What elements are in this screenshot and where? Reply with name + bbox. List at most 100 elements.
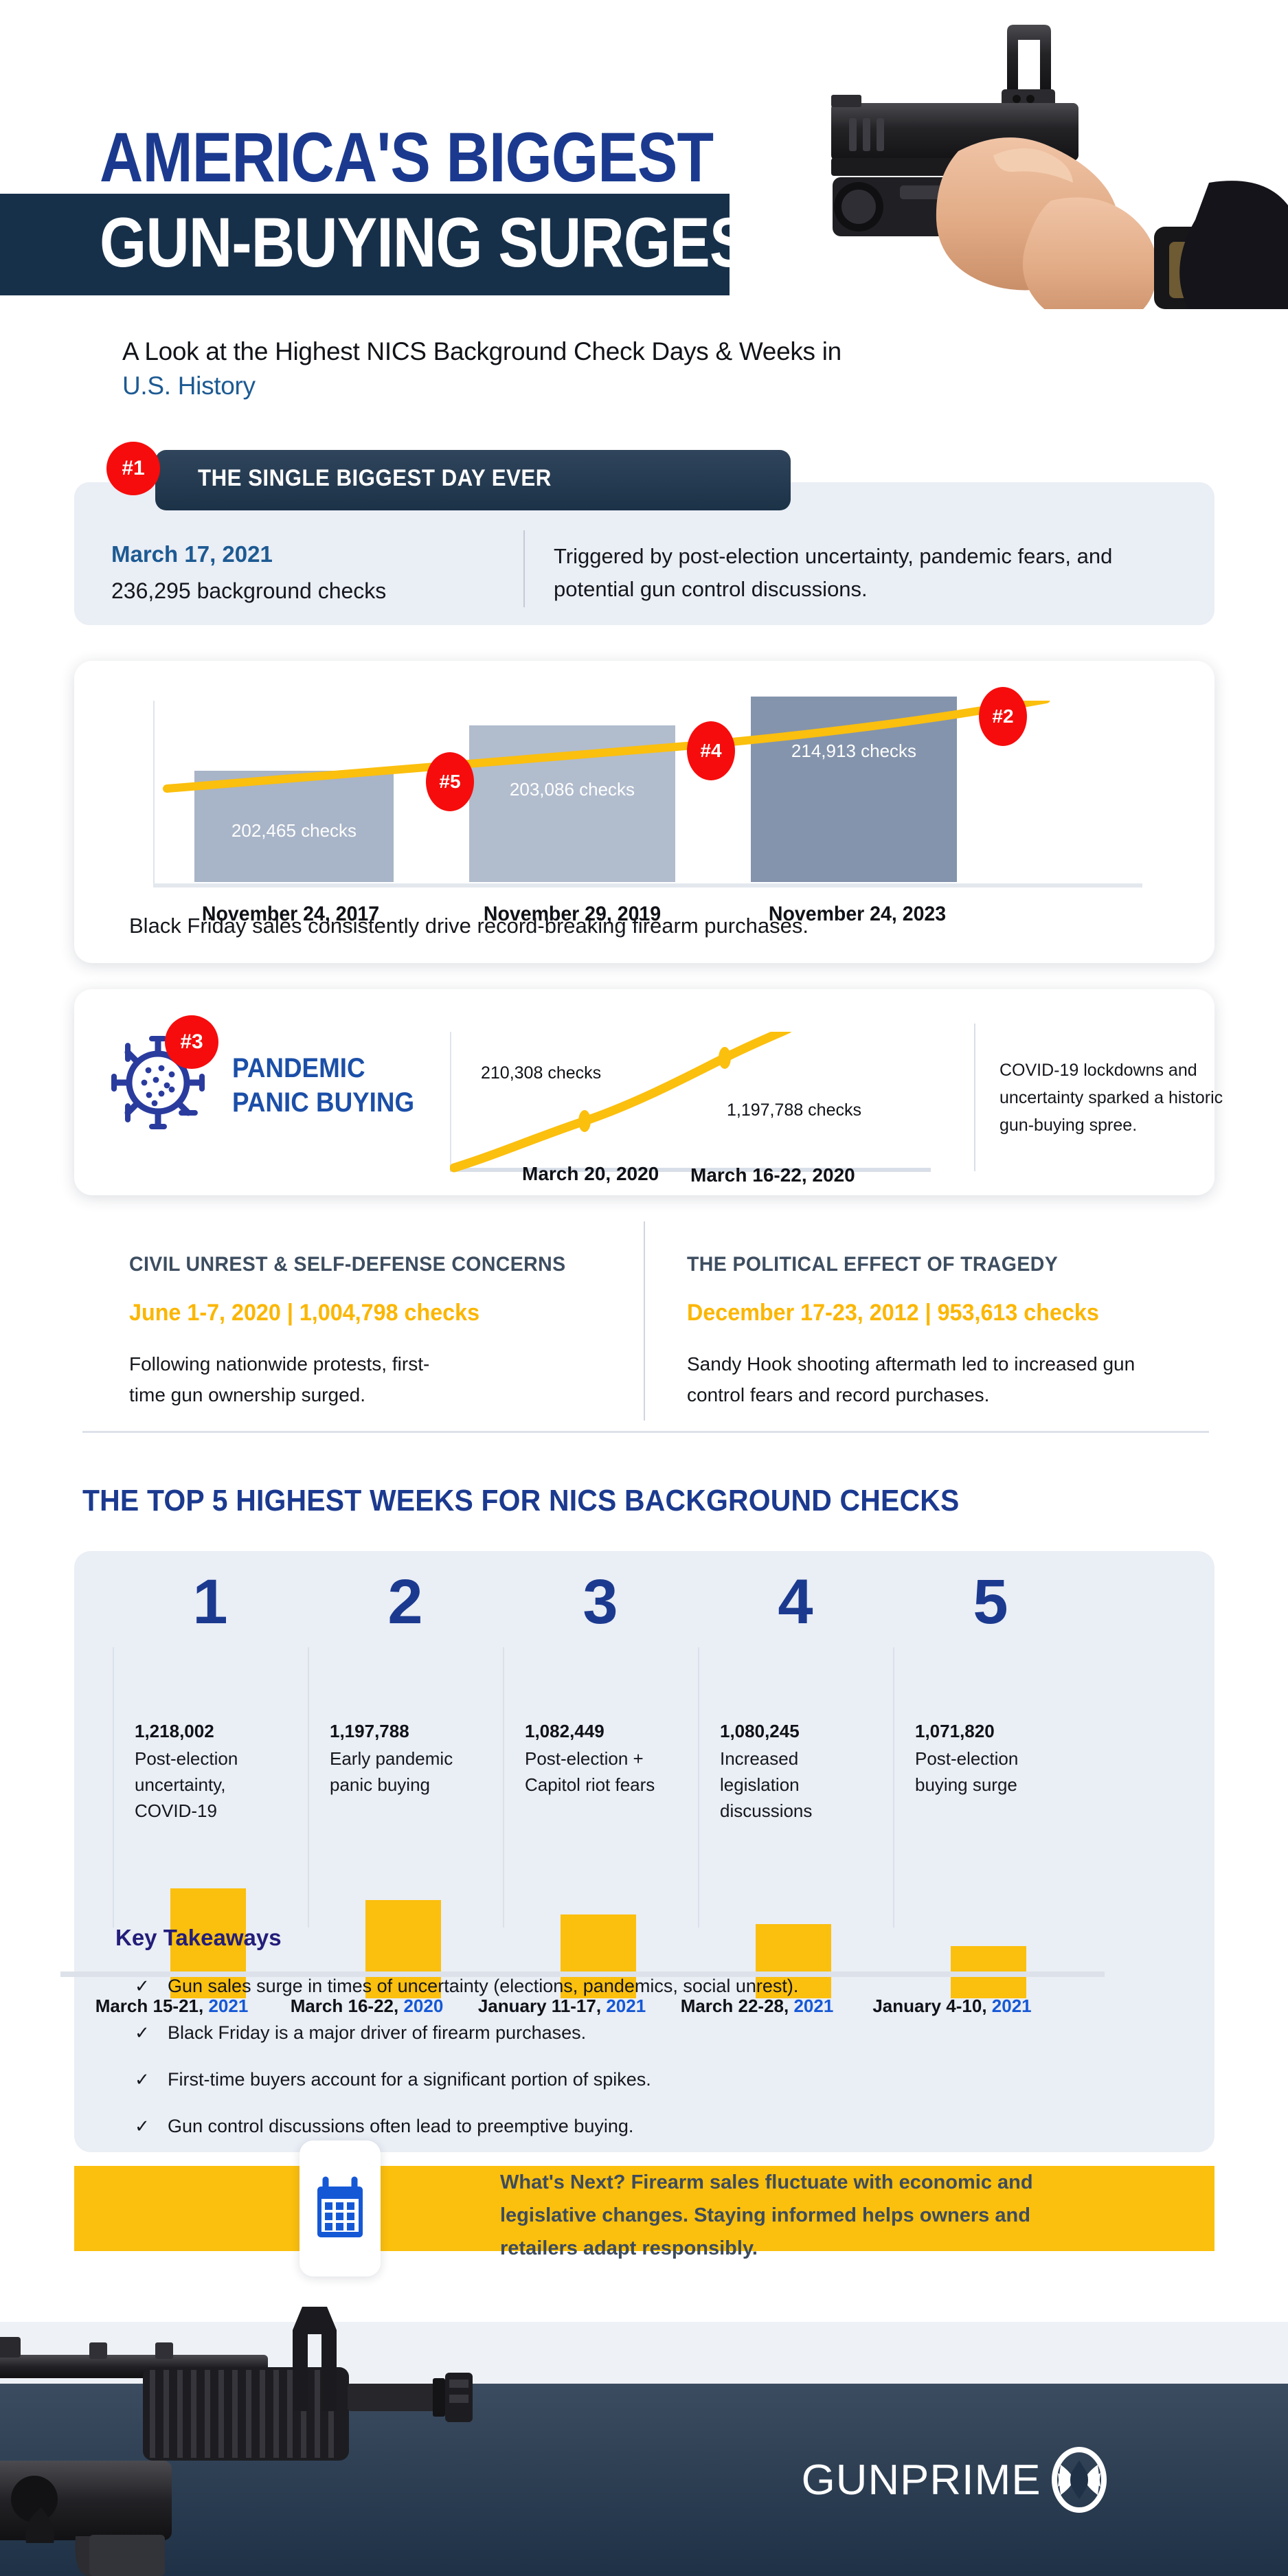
bar-label-2023: 214,913 checks xyxy=(791,741,917,761)
top5-column-5: 5 1,071,820 Post-election buying surge xyxy=(893,1551,1088,2152)
top5-bar-2 xyxy=(365,1900,441,1998)
whats-next-icon-box xyxy=(300,2140,381,2276)
footer-brand-text: GUNPRIME xyxy=(801,2456,1041,2504)
bar-2017: 202,465 checks xyxy=(194,771,394,882)
page-title-line-1: AMERICA'S BIGGEST xyxy=(100,118,714,196)
rank-badge-2: #2 xyxy=(979,687,1027,746)
bar-xlabel-2019: November 29, 2019 xyxy=(483,903,662,925)
bar-xlabel-2017: November 24, 2017 xyxy=(201,903,380,925)
top5-bar-4 xyxy=(756,1924,831,1998)
top5-title: THE TOP 5 HIGHEST WEEKS FOR NICS BACKGRO… xyxy=(82,1484,960,1517)
rank-badge-1: #1 xyxy=(106,442,160,495)
political-effect-stat: December 17-23, 2012 | 953,613 checks xyxy=(687,1300,1099,1326)
top5-date-2: March 16-22, 2020 xyxy=(269,1996,464,2017)
top5-bar-3 xyxy=(561,1914,636,1998)
top5-separator-2 xyxy=(308,1647,309,1928)
top5-date-year-2: 2020 xyxy=(403,1996,444,2016)
top5-separator-3 xyxy=(503,1647,504,1928)
two-column-divider xyxy=(644,1221,645,1421)
check-icon: ✓ xyxy=(135,1976,150,1996)
top5-date-year-1: 2021 xyxy=(208,1996,249,2016)
political-effect-body-line-2: control fears and record purchases. xyxy=(687,1384,990,1405)
whats-next-line-1: What's Next? Firearm sales fluctuate wit… xyxy=(500,2171,1033,2193)
top5-date-month-5: January 4-10, xyxy=(872,1996,987,2016)
top5-date-1: March 15-21, 2021 xyxy=(74,1996,269,2017)
top5-date-year-3: 2021 xyxy=(606,1996,646,2016)
top5-number-3: 1,082,449 xyxy=(525,1721,605,1741)
rank-badge-5: #5 xyxy=(426,752,474,811)
political-effect-body: Sandy Hook shooting aftermath led to inc… xyxy=(687,1348,1209,1410)
key-takeaways-title: Key Takeaways xyxy=(115,1925,282,1950)
top5-desc-2: Early pandemic panic buying xyxy=(330,1748,453,1795)
pandemic-x-axis xyxy=(450,1168,931,1172)
key-takeaway-text-3: First-time buyers account for a signific… xyxy=(168,2069,651,2090)
hero-section: AMERICA'S BIGGEST GUN-BUYING SURGES xyxy=(0,0,1288,323)
subtitle-text: A Look at the Highest NICS Background Ch… xyxy=(122,337,841,365)
pandemic-description: COVID-19 lockdowns and uncertainty spark… xyxy=(999,1061,1223,1135)
top5-column-4: 4 1,080,245 Increased legislation discus… xyxy=(698,1551,893,2152)
top5-rank-4: 4 xyxy=(778,1567,813,1637)
biggest-day-checks: 236,295 background checks xyxy=(111,578,387,603)
pandemic-title: PANDEMIC PANIC BUYING xyxy=(232,1051,414,1120)
top5-rank-2: 2 xyxy=(387,1567,423,1637)
gunprime-target-icon xyxy=(1052,2447,1107,2513)
page-title-line-2: GUN-BUYING SURGES xyxy=(100,203,749,282)
top5-rank-1: 1 xyxy=(192,1567,228,1637)
top5-number-4: 1,080,245 xyxy=(720,1721,800,1741)
black-friday-trend-line xyxy=(163,701,1050,793)
pandemic-trend-line xyxy=(450,1032,792,1173)
rifle-photo xyxy=(0,2307,473,2576)
civil-unrest-body-line-2: time gun ownership surged. xyxy=(129,1384,365,1405)
bar-label-2017: 202,465 checks xyxy=(231,820,357,841)
top5-desc-4: Increased legislation discussions xyxy=(720,1748,813,1821)
civil-unrest-body: Following nationwide protests, first- ti… xyxy=(129,1348,569,1410)
section-rule xyxy=(82,1431,1209,1433)
top5-number-5: 1,071,820 xyxy=(915,1721,995,1741)
key-takeaway-text-1: Gun sales surge in times of uncertainty … xyxy=(168,1976,799,1996)
pandemic-divider xyxy=(974,1024,975,1171)
civil-unrest-body-line-1: Following nationwide protests, first- xyxy=(129,1353,430,1375)
top5-desc-1: Post-election uncertainty, COVID-19 xyxy=(135,1748,238,1821)
pandemic-label-week: March 16-22, 2020 xyxy=(690,1164,855,1186)
top5-separator-5 xyxy=(893,1647,894,1928)
black-friday-chart: 202,465 checks 203,086 checks 214,913 ch… xyxy=(153,697,1142,888)
top5-column-2: 2 1,197,788 Early pandemic panic buying xyxy=(308,1551,503,2152)
top5-separator-1 xyxy=(113,1647,114,1928)
page-subtitle: A Look at the Highest NICS Background Ch… xyxy=(122,335,878,403)
bar-label-2019: 203,086 checks xyxy=(509,779,635,800)
top5-date-month-2: March 16-22, xyxy=(290,1996,399,2016)
footer-brand: GUNPRIME xyxy=(801,2447,1107,2513)
pandemic-title-line-1: PANDEMIC xyxy=(232,1053,365,1083)
biggest-day-header-bar: THE SINGLE BIGGEST DAY EVER xyxy=(155,450,791,510)
whats-next-line-3: retailers adapt responsibly. xyxy=(500,2237,758,2259)
biggest-day-header-label: THE SINGLE BIGGEST DAY EVER xyxy=(198,465,552,491)
key-takeaway-text-4: Gun control discussions often lead to pr… xyxy=(168,2116,634,2136)
top5-panel: 1 1,218,002 Post-election uncertainty, C… xyxy=(74,1551,1214,2152)
top5-date-4: March 22-28, 2021 xyxy=(659,1996,855,2017)
rank-badge-4: #4 xyxy=(687,721,735,780)
pandemic-chart xyxy=(450,1032,958,1173)
pandemic-card xyxy=(74,989,1214,1195)
black-friday-note: Black Friday sales consistently drive re… xyxy=(129,914,809,938)
key-takeaway-text-2: Black Friday is a major driver of firear… xyxy=(168,2022,587,2043)
top5-desc-5: Post-election buying surge xyxy=(915,1748,1019,1795)
political-effect-heading: THE POLITICAL EFFECT OF TRAGEDY xyxy=(687,1253,1059,1276)
subtitle-highlight: U.S. History xyxy=(122,372,256,400)
pandemic-y-axis xyxy=(450,1032,451,1169)
check-icon: ✓ xyxy=(135,2069,150,2090)
top5-column-3: 3 1,082,449 Post-election + Capitol riot… xyxy=(503,1551,698,2152)
calendar-icon xyxy=(317,2176,363,2237)
political-effect-body-line-1: Sandy Hook shooting aftermath led to inc… xyxy=(687,1353,1136,1375)
biggest-day-divider xyxy=(523,530,525,607)
civil-unrest-heading: CIVIL UNREST & SELF-DEFENSE CONCERNS xyxy=(129,1253,566,1276)
top5-desc-3: Post-election + Capitol riot fears xyxy=(525,1748,655,1795)
title-navy-bar xyxy=(0,194,730,295)
pistol-photo xyxy=(831,25,1288,309)
civil-unrest-stat: June 1-7, 2020 | 1,004,798 checks xyxy=(129,1300,480,1326)
top5-number-1: 1,218,002 xyxy=(135,1721,214,1741)
top5-date-5: January 4-10, 2021 xyxy=(855,1996,1050,2017)
whats-next-text: What's Next? Firearm sales fluctuate wit… xyxy=(500,2166,1173,2265)
top5-date-month-3: January 11-17, xyxy=(477,1996,602,2016)
top5-column-1: 1 1,218,002 Post-election uncertainty, C… xyxy=(113,1551,308,2152)
